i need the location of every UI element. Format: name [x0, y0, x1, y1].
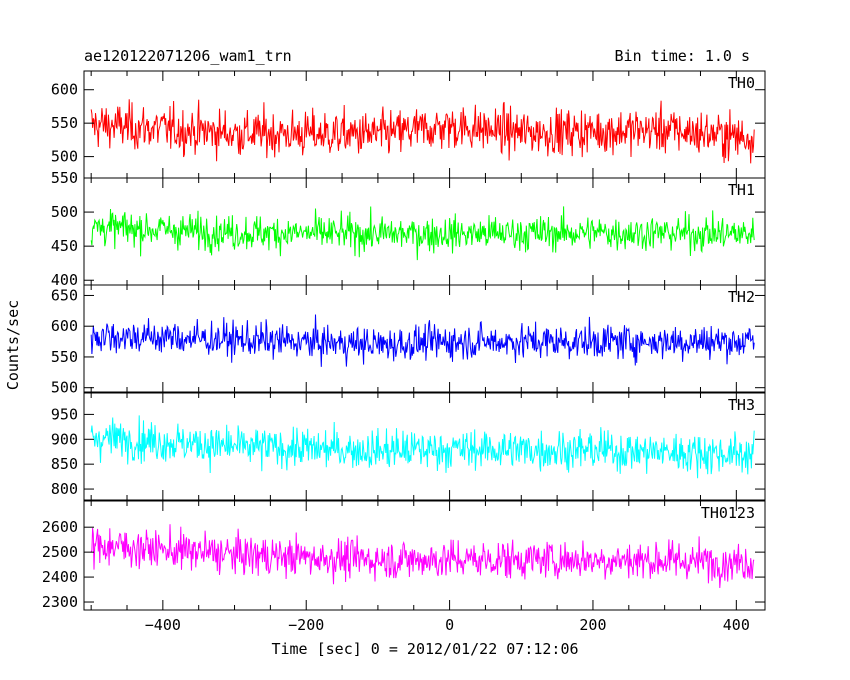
y-tick-label: 500 — [51, 148, 78, 166]
y-tick-label: 550 — [51, 114, 78, 132]
x-axis-label: Time [sec] 0 = 2012/01/22 07:12:06 — [271, 640, 578, 658]
series-line-th2 — [90, 314, 755, 367]
y-tick-label: 950 — [51, 405, 78, 423]
y-tick-label: 2300 — [42, 593, 78, 611]
panel-label-th2: TH2 — [728, 288, 755, 306]
panel-th1: 400 450 500 550 TH1 — [51, 169, 766, 289]
x-tick-label: 0 — [445, 616, 454, 634]
y-tick-label: 500 — [51, 203, 78, 221]
panel-group: 500 550 600 TH0 400 450 500 550 TH1 500 550 600 650 T… — [42, 70, 766, 611]
y-tick-label: 450 — [51, 237, 78, 255]
panel-th0: 500 550 600 TH0 — [51, 70, 766, 179]
x-tick-label: −200 — [288, 616, 324, 634]
panel-label-th3: TH3 — [728, 396, 755, 414]
y-tick-label: 400 — [51, 271, 78, 289]
y-tick-label: 2500 — [42, 543, 78, 561]
panel-frame — [83, 500, 766, 611]
panel-th0123: 2300 2400 2500 2600 TH0123 — [42, 500, 766, 611]
y-tick-label: 800 — [51, 480, 78, 498]
y-tick-label: 500 — [51, 379, 78, 397]
series-line-th3 — [90, 415, 755, 479]
series-line-th0 — [90, 99, 755, 164]
y-tick-label: 650 — [51, 286, 78, 304]
y-tick-label: 600 — [51, 317, 78, 335]
y-tick-label: 550 — [51, 169, 78, 187]
y-tick-label: 2400 — [42, 568, 78, 586]
panel-frame — [83, 284, 766, 393]
x-tick-label: 400 — [723, 616, 750, 634]
series-line-th1 — [90, 206, 755, 261]
x-tick-label: −400 — [145, 616, 181, 634]
y-tick-label: 900 — [51, 430, 78, 448]
y-tick-label: 850 — [51, 455, 78, 473]
chart-title-right: Bin time: 1.0 s — [615, 47, 750, 65]
panel-label-th1: TH1 — [728, 181, 755, 199]
panel-label-th0: TH0 — [728, 74, 755, 92]
panel-frame — [83, 392, 766, 501]
y-tick-label: 600 — [51, 81, 78, 99]
x-axis: −400 −200 0 200 400 — [145, 616, 750, 634]
y-tick-label: 2600 — [42, 518, 78, 536]
y-axis-label: Counts/sec — [4, 300, 22, 390]
chart-title-left: ae120122071206_wam1_trn — [84, 47, 292, 65]
y-tick-label: 550 — [51, 348, 78, 366]
series-line-th0123 — [90, 524, 755, 589]
panel-th2: 500 550 600 650 TH2 — [51, 284, 766, 397]
panel-label-th0123: TH0123 — [701, 504, 755, 522]
panel-th3: 800 850 900 950 TH3 — [51, 392, 766, 501]
x-tick-label: 200 — [579, 616, 606, 634]
